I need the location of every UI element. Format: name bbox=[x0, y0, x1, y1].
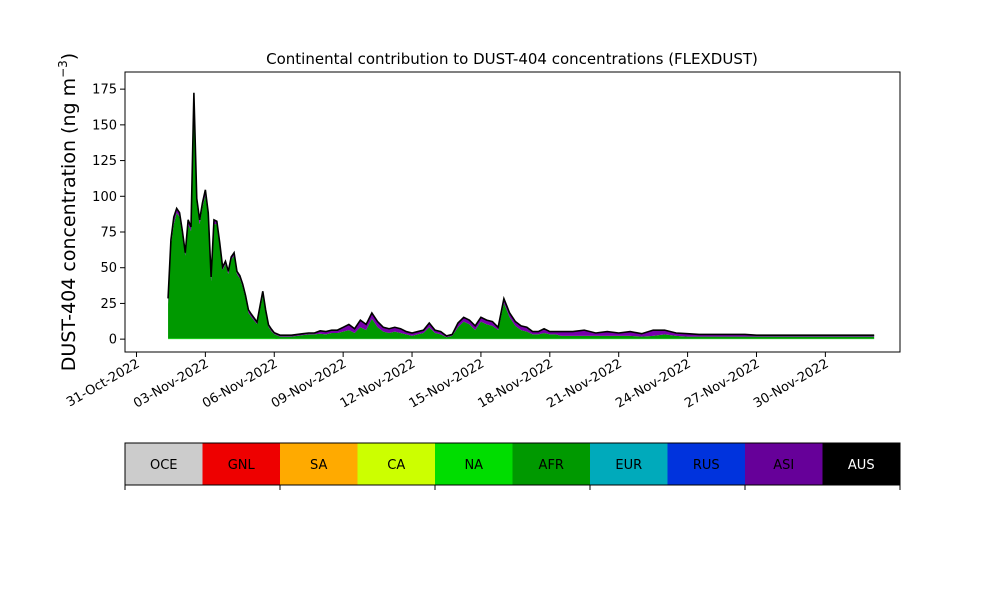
legend-swatch-na bbox=[435, 443, 513, 485]
y-tick-label: 150 bbox=[92, 118, 117, 133]
legend-label-eur: EUR bbox=[615, 458, 642, 473]
x-tick-label: 24-Nov-2022 bbox=[613, 356, 693, 411]
x-tick-label: 06-Nov-2022 bbox=[200, 356, 280, 411]
chart-title: Continental contribution to DUST-404 con… bbox=[266, 50, 758, 68]
legend-swatch-aus bbox=[822, 443, 900, 485]
legend-label-ca: CA bbox=[387, 458, 405, 473]
y-axis-label-close: ) bbox=[58, 53, 80, 60]
total-line bbox=[167, 92, 875, 337]
x-tick-label: 27-Nov-2022 bbox=[682, 356, 762, 411]
series-area-na bbox=[168, 338, 875, 340]
legend-label-asi: ASI bbox=[773, 458, 794, 473]
x-tick-label: 09-Nov-2022 bbox=[269, 356, 349, 411]
x-axis: 31-Oct-202203-Nov-202206-Nov-202209-Nov-… bbox=[64, 352, 831, 411]
legend-swatch-oce bbox=[125, 443, 203, 485]
series-area-asi bbox=[168, 92, 875, 338]
legend-swatch-eur bbox=[590, 443, 668, 485]
x-tick-label: 12-Nov-2022 bbox=[338, 356, 418, 411]
y-tick-label: 25 bbox=[100, 297, 117, 312]
legend-label-afr: AFR bbox=[539, 458, 564, 473]
x-tick-label: 30-Nov-2022 bbox=[751, 356, 831, 411]
y-tick-label: 175 bbox=[92, 83, 117, 98]
plot-frame bbox=[124, 71, 901, 353]
legend-swatch-afr bbox=[512, 443, 590, 485]
y-axis-label-exponent: −3 bbox=[56, 60, 70, 78]
x-tick-label: 18-Nov-2022 bbox=[476, 356, 556, 411]
legend-label-na: NA bbox=[464, 458, 483, 473]
y-tick-label: 125 bbox=[92, 154, 117, 169]
y-tick-label: 100 bbox=[92, 190, 117, 205]
legend-label-rus: RUS bbox=[693, 458, 720, 473]
legend-swatch-sa bbox=[280, 443, 358, 485]
legend-swatch-ca bbox=[357, 443, 435, 485]
y-axis: 0 25 50 75 100 125 150 175 bbox=[92, 83, 125, 348]
x-tick-label: 21-Nov-2022 bbox=[544, 356, 624, 411]
legend-frame bbox=[124, 442, 901, 486]
x-tick-label: 15-Nov-2022 bbox=[407, 356, 487, 411]
series-area-aus bbox=[168, 92, 875, 336]
y-tick-label: 75 bbox=[100, 226, 117, 241]
y-axis-label-main: DUST-404 concentration (ng m bbox=[58, 78, 80, 371]
y-axis-label: DUST-404 concentration (ng m−3) bbox=[56, 53, 80, 371]
legend-swatch-rus bbox=[667, 443, 745, 485]
legend-label-oce: OCE bbox=[150, 458, 178, 473]
y-tick-label: 50 bbox=[100, 261, 117, 276]
x-tick-label: 03-Nov-2022 bbox=[131, 356, 211, 411]
plot-area bbox=[167, 92, 875, 340]
legend-label-sa: SA bbox=[310, 458, 327, 473]
legend-swatch-asi bbox=[745, 443, 823, 485]
series-area-afr bbox=[168, 109, 875, 339]
legend-label-gnl: GNL bbox=[228, 458, 256, 473]
legend: OCE GNL SA CA NA AFR EUR RUS ASI AUS bbox=[124, 442, 901, 490]
y-tick-label: 0 bbox=[109, 333, 117, 348]
legend-label-aus: AUS bbox=[848, 458, 875, 473]
legend-swatch-gnl bbox=[202, 443, 280, 485]
